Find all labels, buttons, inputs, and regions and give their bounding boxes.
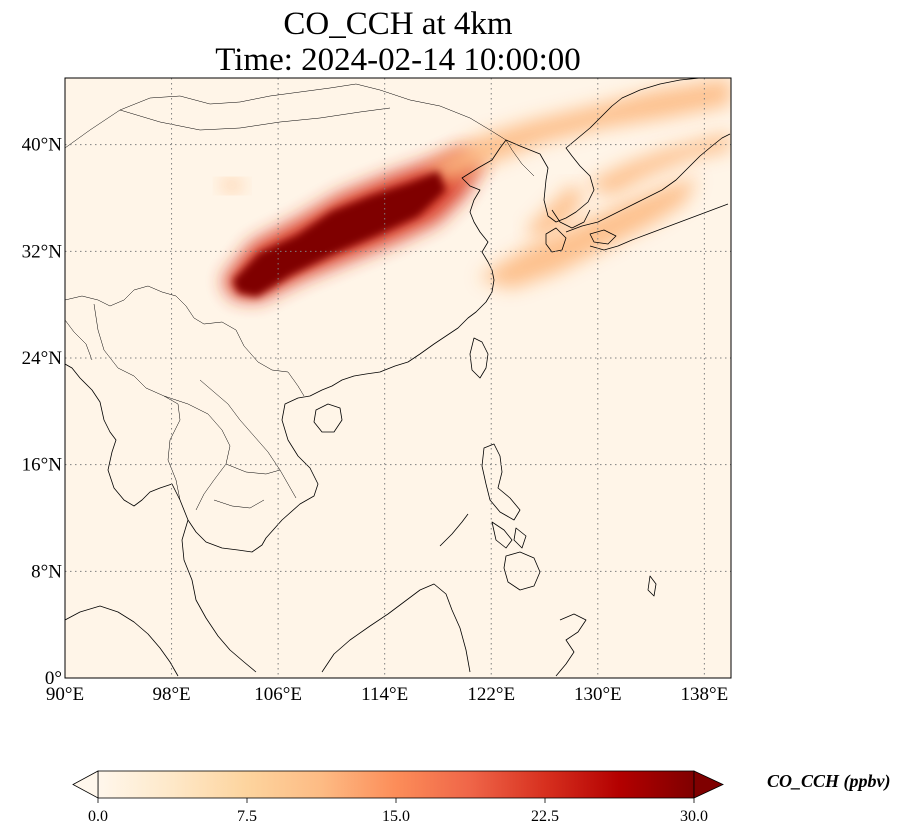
colorbar-tick-label: 15.0: [382, 808, 410, 825]
border-china-north: [65, 83, 507, 149]
coastline-taiwan: [469, 337, 489, 379]
border-cambodia: [213, 463, 281, 509]
plume-west-small-patch: [218, 179, 247, 193]
colorbar-tick-label: 22.5: [531, 808, 559, 825]
border-china-laos-vietnam: [235, 329, 305, 397]
colorbar-label: CO_CCH (ppbv): [767, 771, 891, 792]
coastline-korea-south: [551, 209, 591, 229]
x-axis-ticks: 90°E 98°E 106°E 114°E 122°E 130°E 138°E: [46, 684, 728, 705]
coastline-shikoku: [589, 229, 617, 245]
y-tick-label: 16°N: [22, 455, 63, 476]
plume-japan-plume: [584, 132, 731, 196]
border-india-bangladesh: [65, 319, 93, 361]
coastline-borneo: [321, 583, 471, 673]
concentration-field: [218, 78, 731, 301]
coastlines: [65, 78, 731, 677]
y-tick-label: 32°N: [22, 241, 63, 262]
y-tick-label: 8°N: [31, 561, 62, 582]
map-title-line-2: Time: 2024-02-14 10:00:00: [215, 42, 581, 78]
coastline-palawan: [439, 513, 469, 547]
gridlines: [65, 78, 731, 678]
coastline-honshu: [565, 133, 731, 233]
colorbar-tick-label: 0.0: [88, 808, 108, 825]
border-korea: [505, 139, 535, 177]
x-tick-label: 114°E: [361, 684, 408, 705]
colorbar-ticks: 0.0 7.5 15.0 22.5 30.0: [88, 798, 708, 825]
plume-korea-patch: [524, 184, 585, 238]
y-tick-label: 0°: [45, 668, 62, 689]
coastline-mindanao: [503, 551, 541, 591]
plume-main-plume-core: [232, 171, 446, 297]
border-thailand: [163, 395, 231, 511]
map-title-line-1: CO_CCH at 4km: [283, 6, 513, 42]
colorbar-gradient: [97, 770, 695, 799]
y-tick-label: 24°N: [22, 348, 63, 369]
colorbar: 0.0 7.5 15.0 22.5 30.0 CO_CCH (ppbv): [72, 770, 891, 825]
coastline-sumatra: [65, 605, 179, 677]
coastline-luzon: [481, 443, 521, 521]
coastline-halmahera: [647, 575, 657, 597]
plume-eastern-band: [477, 176, 698, 289]
border-china-india: [65, 285, 237, 331]
plume-plume-tail-north-east: [424, 78, 731, 182]
map-frame: [64, 77, 732, 679]
x-tick-label: 98°E: [152, 684, 190, 705]
border-mongolia: [119, 107, 391, 131]
country-borders: [65, 83, 535, 511]
x-tick-label: 90°E: [46, 684, 84, 705]
x-tick-label: 130°E: [574, 684, 622, 705]
y-axis-ticks: 0° 8°N 16°N 24°N 32°N 40°N: [22, 135, 63, 689]
x-tick-label: 138°E: [681, 684, 729, 705]
border-laos: [199, 379, 297, 499]
colorbar-tick-label: 7.5: [237, 808, 257, 825]
x-tick-label: 122°E: [467, 684, 515, 705]
coastline-malay-peninsula: [181, 519, 257, 673]
coastline-kyushu: [545, 227, 567, 253]
coastline-hainan: [313, 403, 343, 433]
colorbar-extend-max: [693, 770, 724, 799]
x-tick-label: 106°E: [254, 684, 302, 705]
coastline-mainland: [65, 78, 701, 553]
colorbar-tick-label: 30.0: [680, 808, 708, 825]
coastline-sulawesi: [555, 613, 587, 677]
y-tick-label: 40°N: [22, 135, 63, 156]
coastline-visayas: [491, 521, 527, 549]
colorbar-extend-min: [72, 770, 99, 799]
